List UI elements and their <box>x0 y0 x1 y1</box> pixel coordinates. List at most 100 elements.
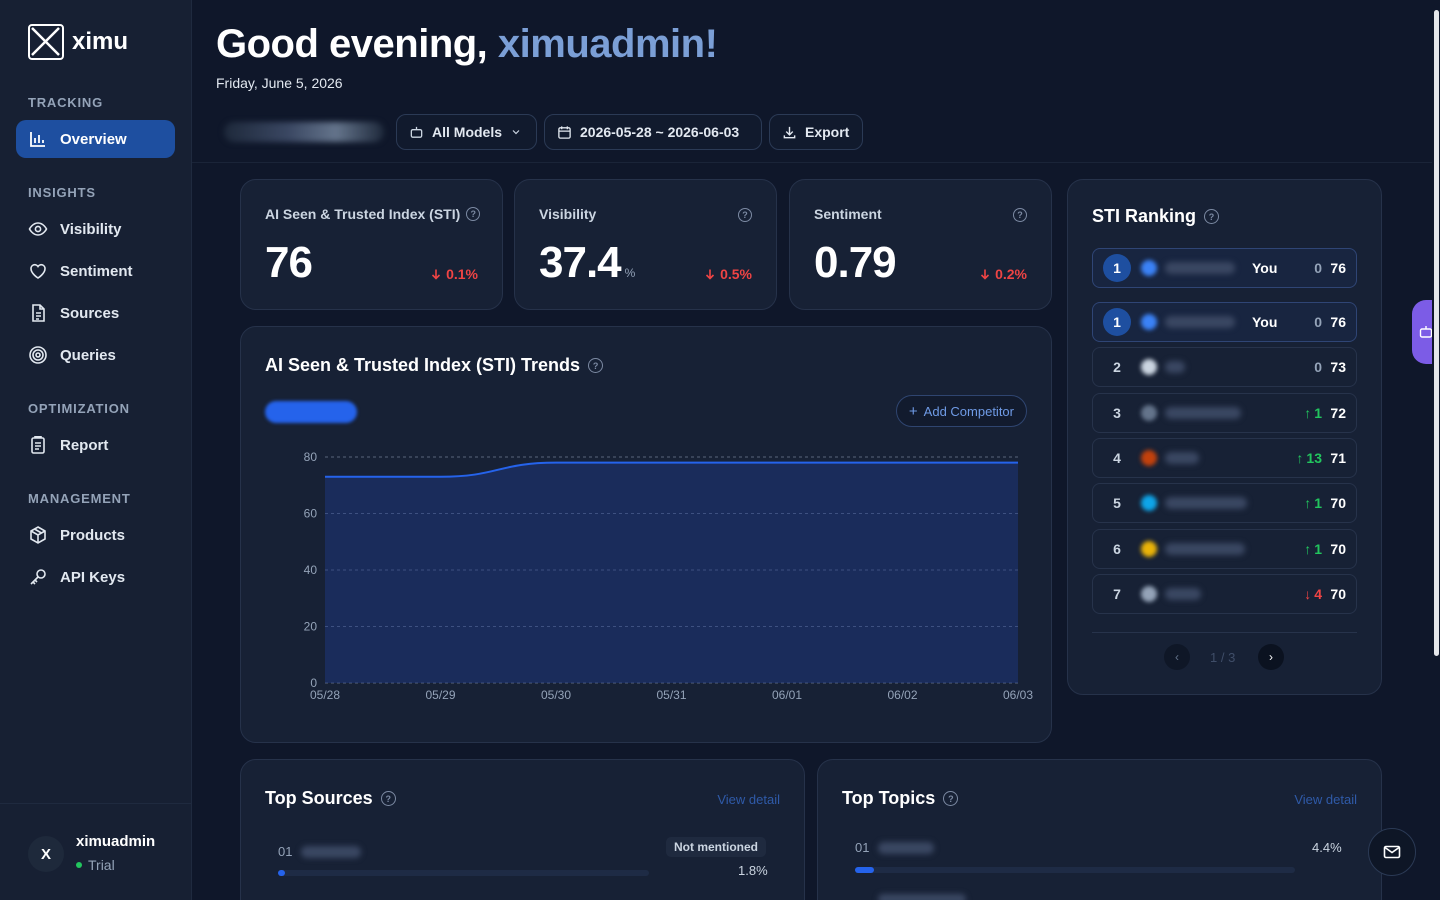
kpi-label-text: Sentiment <box>814 206 882 222</box>
card-title-text: Top Sources <box>265 788 373 808</box>
brand-logo-icon <box>1141 314 1157 330</box>
kpi-change: 0.2% <box>979 266 1027 282</box>
arrow-up-icon: ↑ <box>1304 540 1312 557</box>
help-icon[interactable]: ? <box>738 208 752 222</box>
kpi-card-sentiment: Sentiment ? 0.79 0.2% <box>789 179 1052 310</box>
ranking-row[interactable]: 7 ↓ 4 70 <box>1092 573 1357 614</box>
arrow-down-icon <box>981 269 990 280</box>
topic-name-redacted[interactable] <box>878 842 934 854</box>
kpi-value: 0.79 <box>814 238 897 288</box>
sidebar-item-products[interactable]: Products <box>16 516 175 554</box>
model-select[interactable]: All Models <box>396 114 537 150</box>
logo-icon <box>28 24 64 60</box>
page-title: Good evening, ximuadmin! <box>216 22 718 67</box>
next-page-button[interactable]: › <box>1258 644 1284 670</box>
sidebar-item-sources[interactable]: Sources <box>16 294 175 332</box>
you-tag: You <box>1252 260 1278 276</box>
brand-name-redacted <box>1165 451 1199 464</box>
ranking-row[interactable]: 5 ↑ 1 70 <box>1092 483 1357 524</box>
help-icon[interactable]: ? <box>1204 209 1220 224</box>
rank-number: 3 <box>1113 404 1121 421</box>
sidebar-item-overview[interactable]: Overview <box>16 120 175 158</box>
ranking-row[interactable]: 4 ↑ 13 71 <box>1092 437 1357 478</box>
sidebar-item-api-keys[interactable]: API Keys <box>16 558 175 596</box>
ranking-row[interactable]: 6 ↑ 1 70 <box>1092 528 1357 569</box>
ranking-row[interactable]: 2 0 73 <box>1092 347 1357 388</box>
ranking-pinned-row[interactable]: 1 You 0 76 <box>1092 248 1357 288</box>
sidebar-item-queries[interactable]: Queries <box>16 336 175 374</box>
rank-change-value: 0 <box>1314 314 1322 330</box>
top-topics-card: Top Topics ? View detail 01 4.4% <box>817 759 1382 900</box>
nav-section-management: MANAGEMENT <box>28 491 131 506</box>
status-dot-icon <box>76 862 82 868</box>
progress-track <box>278 870 649 876</box>
app-logo[interactable]: ximu <box>28 24 128 60</box>
help-icon[interactable]: ? <box>466 207 481 221</box>
date-range-picker[interactable]: 2026-05-28 ~ 2026-06-03 <box>544 114 762 150</box>
heart-icon <box>30 263 46 279</box>
ranking-row[interactable]: 1 You 0 76 <box>1092 302 1357 342</box>
x-tick-label: 05/30 <box>541 688 571 702</box>
help-icon[interactable]: ? <box>943 791 959 806</box>
greeting-prefix: Good evening, <box>216 22 488 66</box>
help-icon[interactable]: ? <box>588 358 604 373</box>
app-name: ximu <box>72 28 129 55</box>
help-icon[interactable]: ? <box>380 791 396 806</box>
view-detail-link[interactable]: View detail <box>717 792 780 807</box>
top-sources-card: Top Sources ? View detail 01 Not mention… <box>240 759 805 900</box>
prev-page-button[interactable]: ‹ <box>1164 644 1190 670</box>
username: ximuadmin <box>76 833 156 850</box>
nav-section-insights: INSIGHTS <box>28 185 96 200</box>
sidebar-item-sentiment[interactable]: Sentiment <box>16 252 175 290</box>
topic-name-redacted[interactable] <box>878 894 966 900</box>
help-icon[interactable]: ? <box>1013 208 1027 222</box>
add-competitor-label: Add Competitor <box>923 403 1014 419</box>
kpi-label: Visibility <box>539 206 596 222</box>
ranking-row[interactable]: 3 ↑ 1 72 <box>1092 392 1357 433</box>
chevron-down-icon <box>512 130 520 135</box>
kpi-label-text: AI Seen & Trusted Index (STI) <box>265 206 461 222</box>
arrow-down-icon <box>432 269 441 280</box>
brand-name-redacted <box>1165 587 1201 600</box>
avatar[interactable]: X <box>28 836 64 872</box>
kpi-label: AI Seen & Trusted Index (STI) ? <box>265 206 481 222</box>
progress-fill <box>278 870 285 876</box>
header-divider <box>192 162 1432 163</box>
rank-number: 4 <box>1113 449 1121 466</box>
robot-icon <box>1419 326 1433 338</box>
contact-button[interactable] <box>1368 828 1416 876</box>
user-profile[interactable]: X ximuadmin Trial <box>0 803 191 900</box>
add-competitor-button[interactable]: + Add Competitor <box>895 395 1027 427</box>
scrollbar-thumb[interactable] <box>1434 10 1439 656</box>
progress-track <box>855 867 1295 873</box>
row-percent: 1.8% <box>738 863 768 878</box>
sidebar-item-label: Sources <box>60 304 120 322</box>
sidebar-item-label: Visibility <box>60 220 122 238</box>
card-title-text: AI Seen & Trusted Index (STI) Trends <box>265 355 581 375</box>
sidebar-item-label: Report <box>60 436 109 454</box>
sidebar-item-visibility[interactable]: Visibility <box>16 210 175 248</box>
rank-change-value: 13 <box>1306 449 1322 466</box>
sidebar-item-label: Overview <box>60 130 127 148</box>
series-legend-chip[interactable] <box>265 401 357 423</box>
product-selector[interactable] <box>224 122 384 142</box>
y-tick-label: 20 <box>304 620 318 634</box>
sti-trends-card: AI Seen & Trusted Index (STI) Trends ? +… <box>240 326 1052 743</box>
sti-ranking-card: STI Ranking ? 1 You 0 76 1 You 0 76 2 0 73 3 ↑ 1 7… <box>1067 179 1382 695</box>
box-icon <box>30 526 46 544</box>
mention-status-badge: Not mentioned <box>666 837 766 857</box>
rank-change: ↑ 1 <box>1304 495 1322 511</box>
sidebar-item-report[interactable]: Report <box>16 426 175 464</box>
sidebar-item-label: API Keys <box>60 568 126 586</box>
source-name-redacted[interactable] <box>301 846 361 858</box>
brand-name-redacted <box>1165 361 1185 374</box>
brand-name-redacted <box>1165 406 1241 419</box>
arrow-up-icon: ↑ <box>1296 449 1304 466</box>
card-title: AI Seen & Trusted Index (STI) Trends ? <box>265 355 604 376</box>
row-index: 01 <box>278 844 293 859</box>
sidebar-item-label: Products <box>60 526 126 544</box>
brand-logo-icon <box>1141 585 1157 602</box>
export-button[interactable]: Export <box>769 114 863 150</box>
brand-name-redacted <box>1165 316 1235 328</box>
view-detail-link[interactable]: View detail <box>1294 792 1357 807</box>
